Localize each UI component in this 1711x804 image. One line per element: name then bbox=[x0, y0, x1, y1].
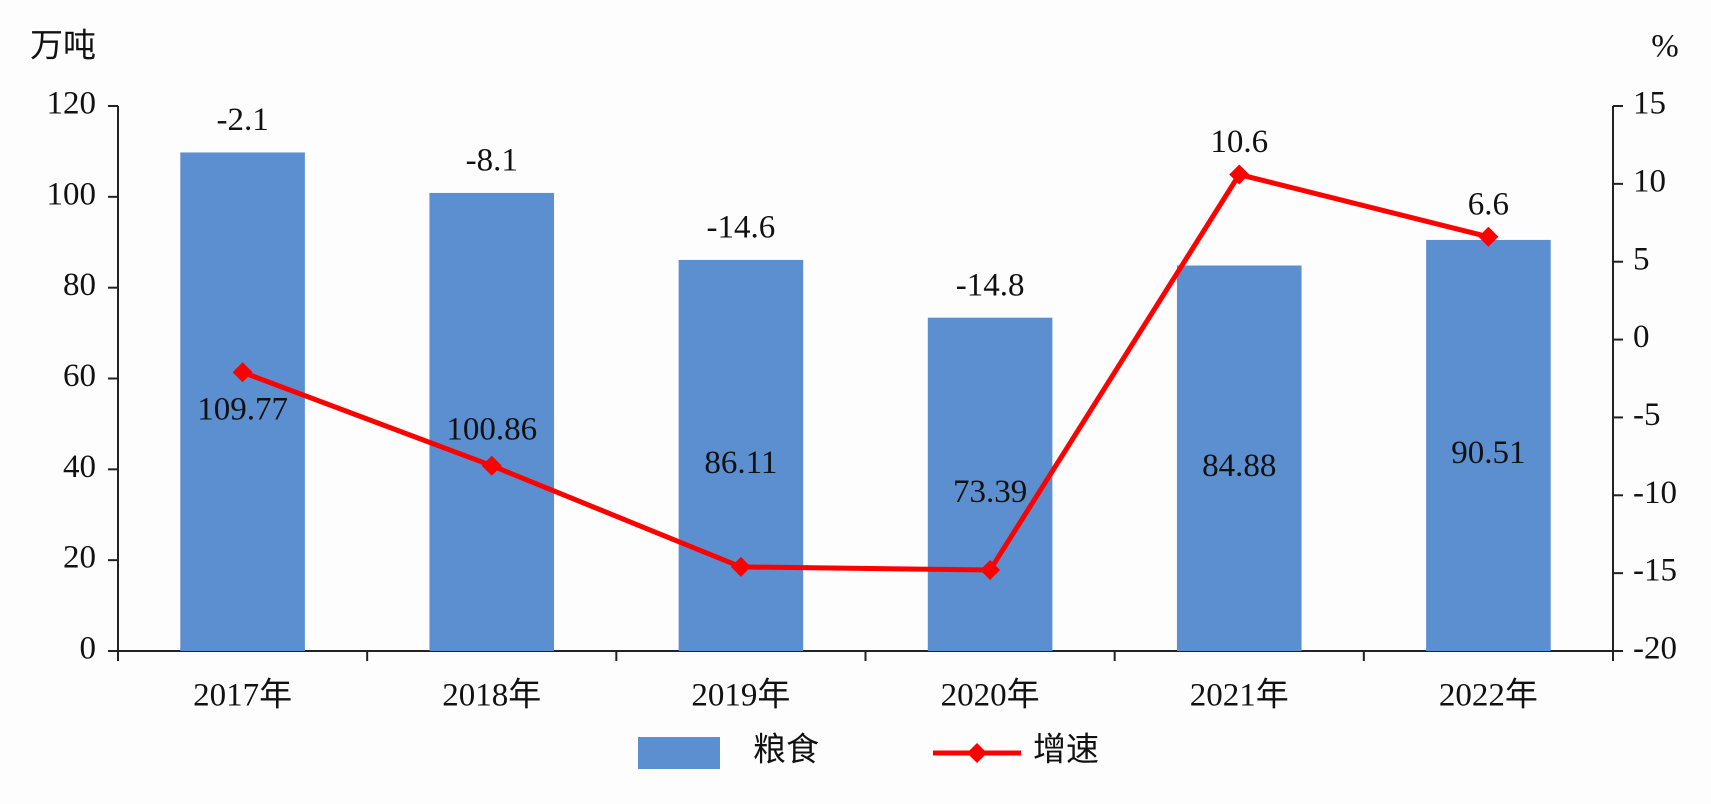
x-tick-label: 2019年 bbox=[691, 677, 790, 714]
y-tick-label: 80 bbox=[63, 267, 96, 303]
y2-tick-label: -10 bbox=[1633, 475, 1677, 511]
x-tick-label: 2017年 bbox=[193, 677, 292, 714]
y-tick-label: 120 bbox=[47, 86, 97, 122]
bar-value-label: 84.88 bbox=[1202, 448, 1276, 484]
line-value-label: -8.1 bbox=[466, 143, 518, 179]
line-marker bbox=[232, 362, 253, 383]
bar bbox=[1176, 265, 1302, 651]
x-tick-label: 2018年 bbox=[442, 677, 541, 714]
y2-axis-label: % bbox=[1651, 29, 1679, 65]
bar-value-label: 90.51 bbox=[1451, 435, 1525, 471]
line-value-label: -2.1 bbox=[216, 102, 268, 138]
line-marker bbox=[730, 556, 751, 577]
legend-label: 粮食 bbox=[753, 732, 819, 769]
y2-tick-label: 10 bbox=[1633, 163, 1666, 199]
y-tick-label: 100 bbox=[47, 176, 97, 212]
x-tick-label: 2022年 bbox=[1439, 677, 1538, 714]
legend-marker bbox=[967, 743, 987, 763]
line bbox=[241, 171, 1490, 573]
line-marker bbox=[481, 455, 502, 476]
legend-swatch bbox=[638, 737, 720, 769]
line-marker bbox=[1229, 164, 1250, 185]
y-tick-label: 20 bbox=[63, 540, 96, 576]
bar bbox=[678, 259, 804, 651]
bar bbox=[429, 192, 555, 652]
y-tick-label: 40 bbox=[63, 449, 96, 485]
y2-tick-label: -5 bbox=[1633, 397, 1661, 433]
bar-value-label: 100.86 bbox=[446, 412, 537, 448]
line-value-label: 10.6 bbox=[1210, 124, 1268, 160]
y2-tick-label: 15 bbox=[1633, 86, 1666, 122]
y2-tick-label: -20 bbox=[1633, 631, 1677, 667]
y-axis-label: 万吨 bbox=[30, 28, 96, 65]
line-marker bbox=[980, 560, 1001, 581]
y-tick-label: 60 bbox=[63, 358, 96, 394]
y2-tick-label: 0 bbox=[1633, 319, 1650, 355]
bar-value-label: 109.77 bbox=[197, 391, 288, 427]
line-value-label: 6.6 bbox=[1468, 186, 1509, 222]
bar-value-label: 86.11 bbox=[704, 445, 777, 481]
line-value-label: -14.6 bbox=[707, 209, 776, 245]
bar bbox=[1426, 239, 1551, 651]
bar bbox=[927, 317, 1053, 651]
line-marker bbox=[1478, 226, 1499, 247]
y-tick-label: 0 bbox=[80, 631, 97, 667]
y2-tick-label: 5 bbox=[1633, 241, 1650, 277]
y2-tick-label: -15 bbox=[1633, 553, 1677, 589]
legend-label: 增速 bbox=[1033, 732, 1099, 769]
line-value-label: -14.8 bbox=[956, 267, 1025, 303]
bar-value-label: 73.39 bbox=[953, 474, 1027, 510]
bar bbox=[180, 152, 305, 651]
x-tick-label: 2020年 bbox=[941, 677, 1040, 714]
x-tick-label: 2021年 bbox=[1190, 677, 1289, 714]
